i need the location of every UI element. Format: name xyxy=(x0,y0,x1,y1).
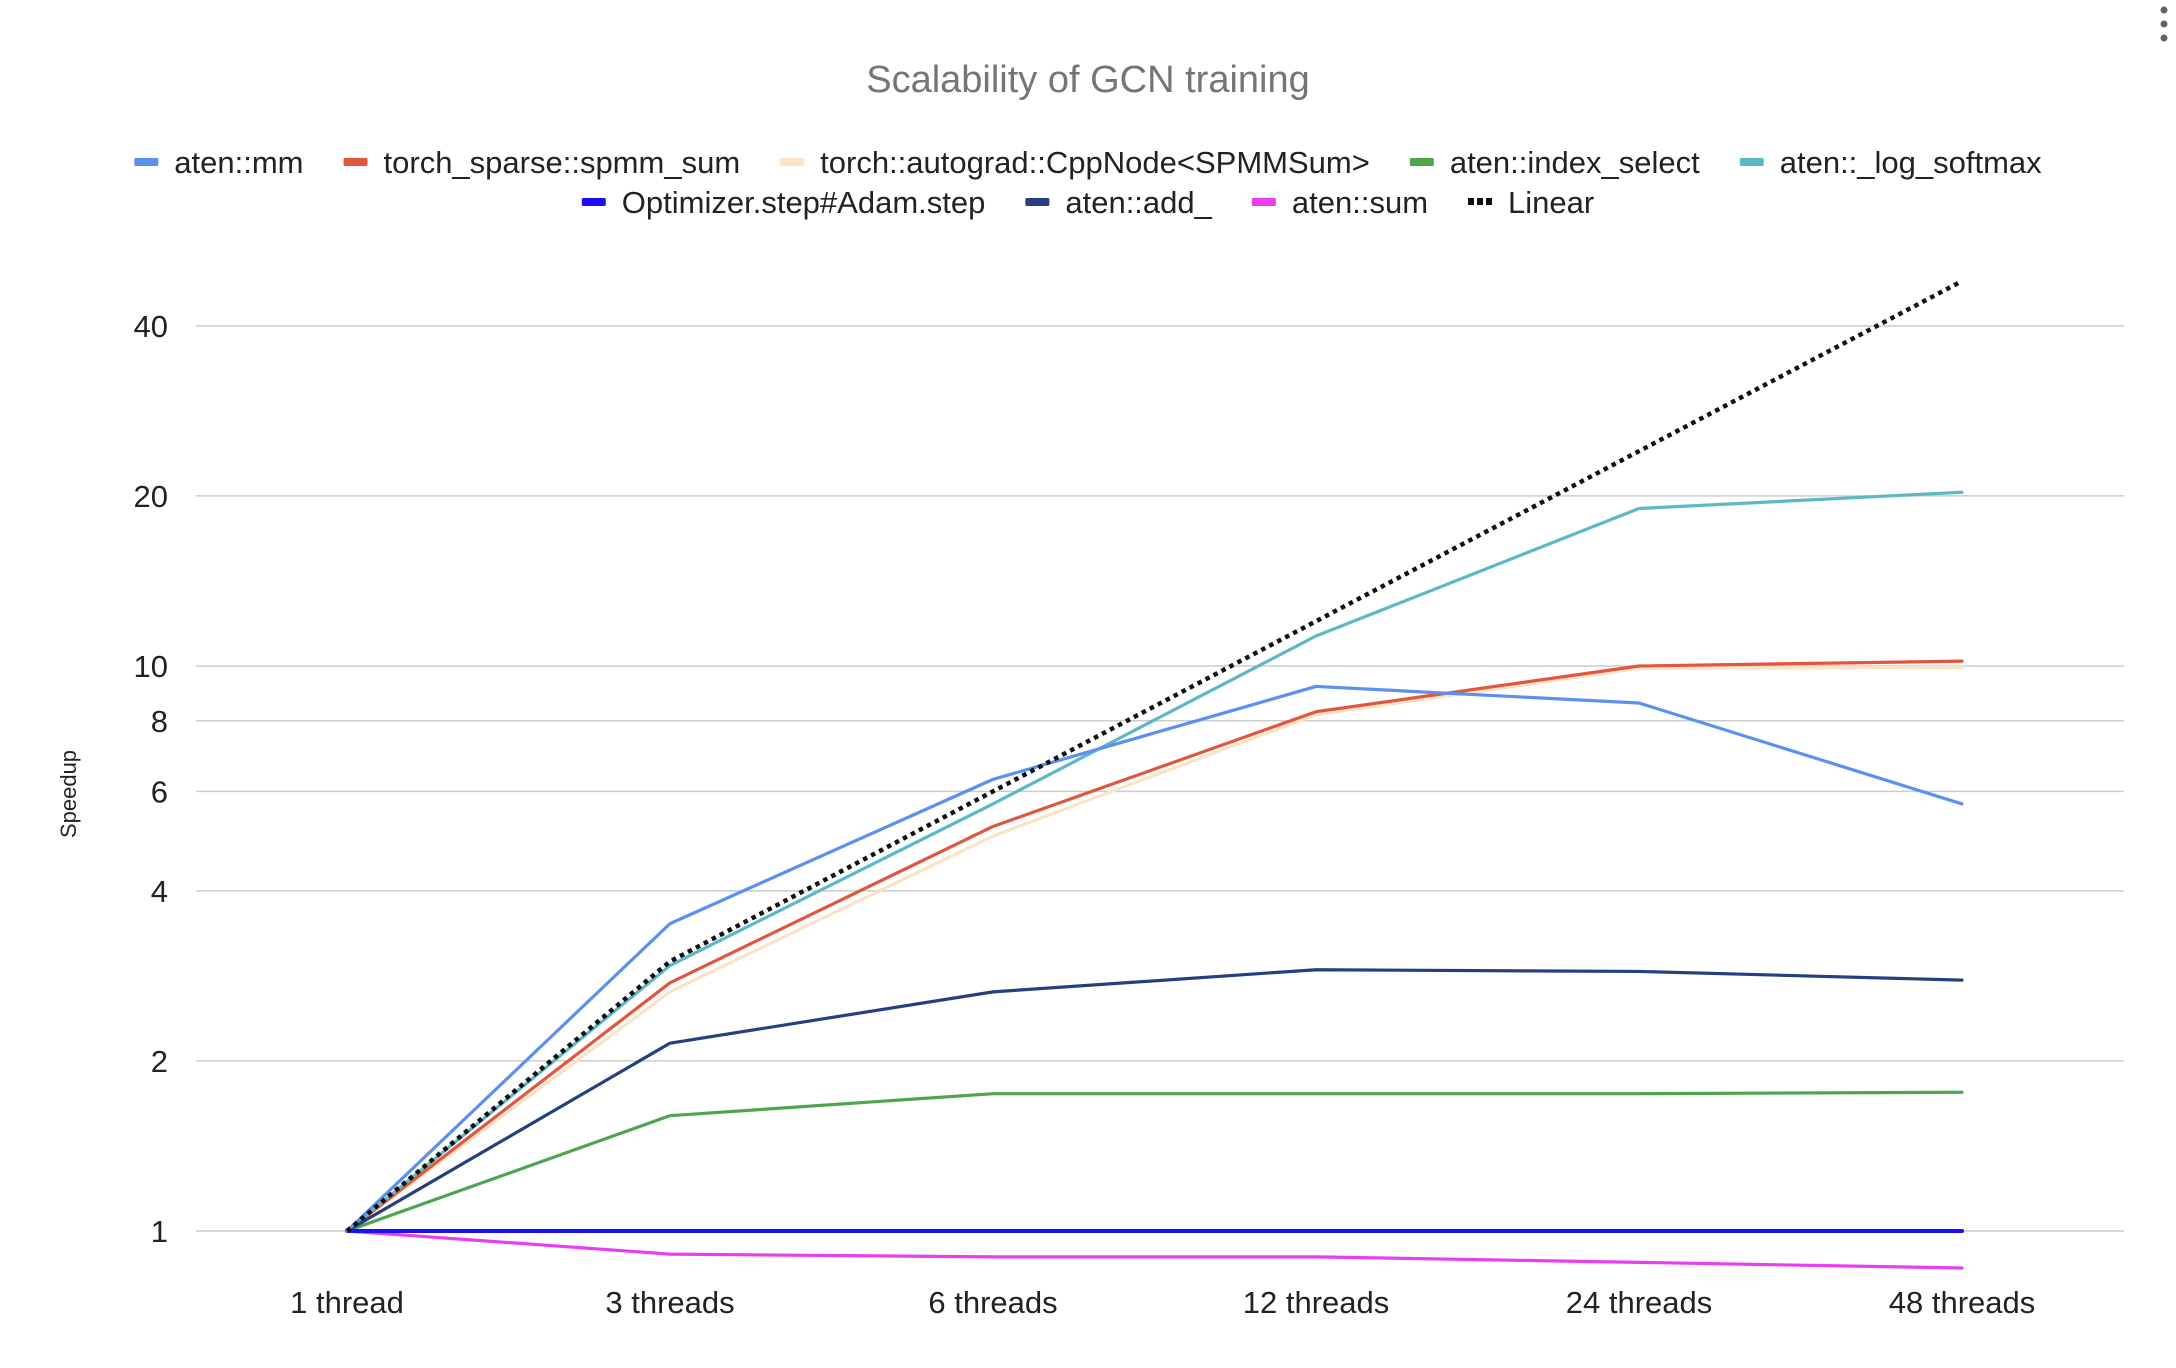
x-tick-label-12-threads: 12 threads xyxy=(1243,1285,1390,1320)
legend-swatch-aten-sum xyxy=(1251,198,1276,206)
series-line-aten-sum xyxy=(345,1229,1964,1270)
legend-swatch-torch-autograd-cppnode-spmmsum xyxy=(780,158,805,166)
legend-swatch-linear-1 xyxy=(1477,198,1484,205)
y-tick-label-6: 6 xyxy=(151,774,168,809)
x-tick-label-1-thread: 1 thread xyxy=(290,1285,404,1320)
legend-swatch-aten-add xyxy=(1025,198,1050,206)
legend-label-aten-mm: aten::mm xyxy=(174,145,303,180)
legend-swatch-aten-index-select xyxy=(1409,158,1434,166)
y-tick-label-1: 1 xyxy=(151,1214,168,1249)
legend-swatch-linear-2 xyxy=(1486,198,1493,205)
series-line-linear xyxy=(345,279,1964,1233)
legend-item-aten-sum: aten::sum xyxy=(1251,185,1428,220)
legend-label-optimizer-step-adam-step: Optimizer.step#Adam.step xyxy=(622,185,986,220)
series-line-torch-sparse-spmm-sum xyxy=(345,659,1964,1233)
y-axis: 1 2 4 6 8 10 20 40 xyxy=(134,309,168,1249)
legend-label-aten-add: aten::add_ xyxy=(1065,185,1212,220)
series-line-torch-autograd-cppnode-spmmsum xyxy=(345,665,1964,1233)
x-tick-label-24-threads: 24 threads xyxy=(1566,1285,1713,1320)
grid xyxy=(196,325,2124,1232)
legend-swatch-linear-0 xyxy=(1468,198,1475,205)
y-tick-label-4: 4 xyxy=(151,874,168,909)
legend-item-optimizer-step-adam-step: Optimizer.step#Adam.step xyxy=(581,185,986,220)
legend-swatch-optimizer-step-adam-step xyxy=(581,198,606,206)
legend-item-aten-log-softmax: aten::_log_softmax xyxy=(1739,145,2042,180)
y-tick-label-2: 2 xyxy=(151,1044,168,1079)
series-line-aten-log-softmax xyxy=(345,490,1964,1233)
y-axis-title: Speedup xyxy=(56,750,81,838)
series-line-aten-mm xyxy=(345,684,1964,1233)
series-line-aten-add xyxy=(345,968,1964,1233)
legend-swatch-aten-log-softmax xyxy=(1739,158,1764,166)
legend-label-aten-log-softmax: aten::_log_softmax xyxy=(1780,145,2042,180)
legend-label-aten-sum: aten::sum xyxy=(1292,185,1428,220)
x-tick-label-6-threads: 6 threads xyxy=(928,1285,1057,1320)
legend-label-aten-index-select: aten::index_select xyxy=(1450,145,1700,180)
chart-menu-icon[interactable] xyxy=(2160,6,2168,42)
legend-label-torch-sparse-spmm-sum: torch_sparse::spmm_sum xyxy=(384,145,741,180)
chart-title: Scalability of GCN training xyxy=(866,59,1310,101)
x-tick-label-48-threads: 48 threads xyxy=(1889,1285,2036,1320)
legend-item-torch-autograd-cppnode-spmmsum: torch::autograd::CppNode<SPMMSum> xyxy=(780,145,1370,180)
y-tick-label-8: 8 xyxy=(151,704,168,739)
legend-item-aten-add: aten::add_ xyxy=(1025,185,1213,220)
legend-item-aten-index-select: aten::index_select xyxy=(1409,145,1700,180)
legend-swatch-aten-mm xyxy=(134,158,159,166)
x-tick-label-3-threads: 3 threads xyxy=(605,1285,734,1320)
legend-item-torch-sparse-spmm-sum: torch_sparse::spmm_sum xyxy=(343,145,741,180)
legend-label-linear: Linear xyxy=(1508,185,1594,220)
y-tick-label-40: 40 xyxy=(134,309,168,344)
legend-item-linear: Linear xyxy=(1468,185,1594,220)
series-line-aten-index-select xyxy=(345,1090,1964,1233)
y-tick-label-20: 20 xyxy=(134,479,168,514)
legend-item-aten-mm: aten::mm xyxy=(134,145,304,180)
legend-label-torch-autograd-cppnode-spmmsum: torch::autograd::CppNode<SPMMSum> xyxy=(820,145,1370,180)
x-axis: 1 thread 3 threads 6 threads 12 threads 24 t… xyxy=(290,1285,2035,1320)
legend: aten::mm torch_sparse::spmm_sum torch::aut… xyxy=(134,145,2042,220)
plot-area xyxy=(345,279,1964,1270)
legend-swatch-torch-sparse-spmm-sum xyxy=(343,158,368,166)
y-tick-label-10: 10 xyxy=(134,649,168,684)
